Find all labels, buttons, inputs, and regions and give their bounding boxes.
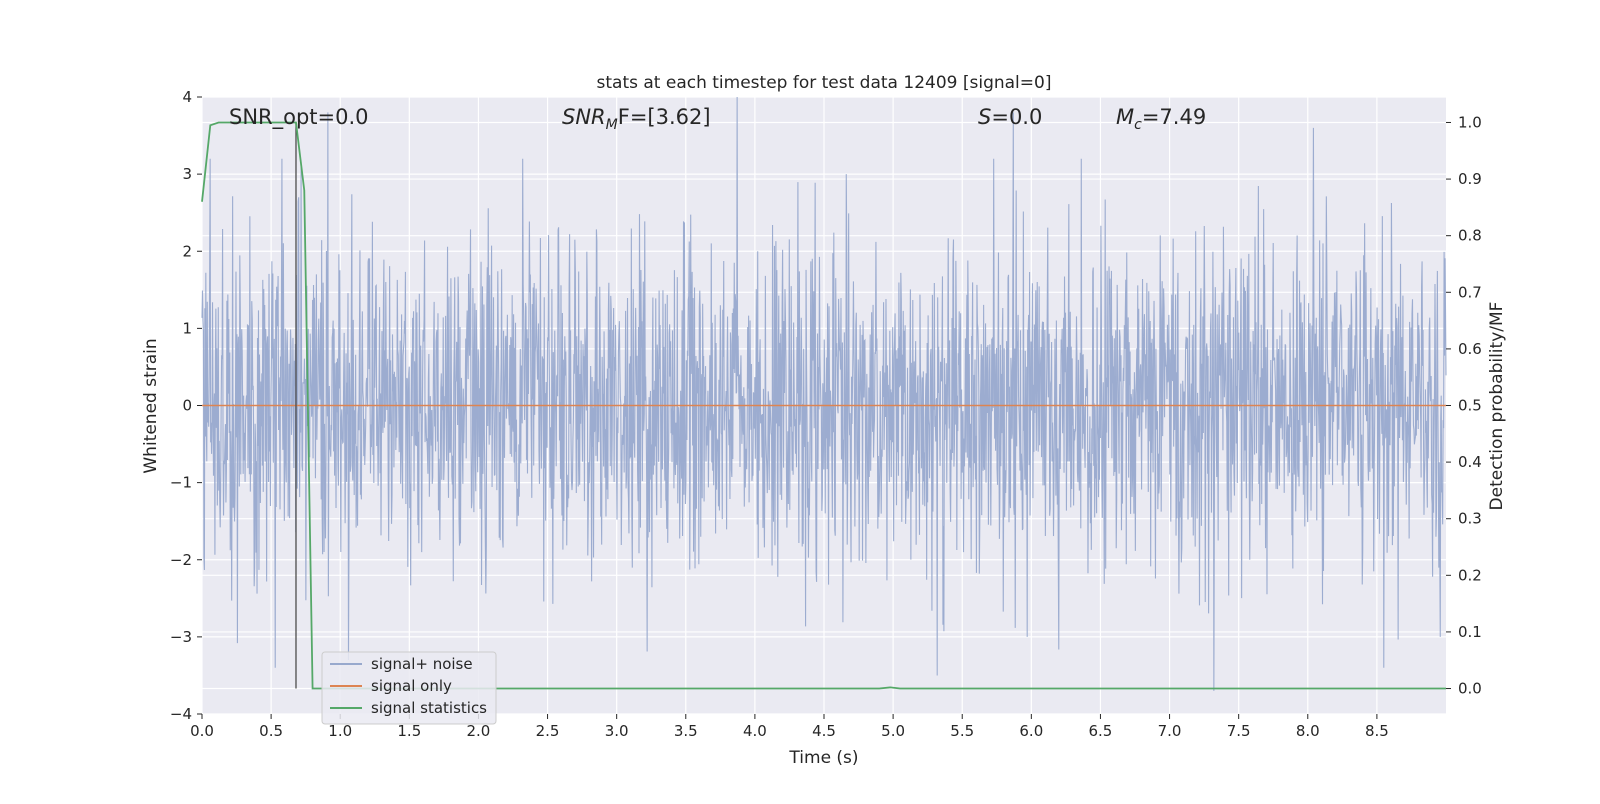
- x-tick-label: 2.0: [467, 722, 491, 740]
- annotation-s: S=0.0: [978, 105, 1042, 129]
- x-tick-label: 6.0: [1019, 722, 1043, 740]
- x-tick-label: 4.5: [812, 722, 836, 740]
- y-right-tick-label: 1.0: [1458, 113, 1482, 131]
- annotation-snr-mf: SNRMF=[3.62]: [562, 105, 711, 133]
- x-tick-label: 3.5: [674, 722, 698, 740]
- y-right-tick-label: 0.6: [1458, 340, 1482, 358]
- annotation-mc: Mc=7.49: [1116, 105, 1206, 133]
- x-axis-label: Time (s): [788, 748, 858, 768]
- legend-label-signal-noise: signal+ noise: [371, 655, 473, 673]
- y-right-tick-label: 0.4: [1458, 453, 1482, 471]
- y-axis-right-label: Detection probability/MF: [1487, 302, 1507, 511]
- series-signal-noise: [201, 96, 1447, 691]
- x-tick-label: 0.0: [190, 722, 214, 740]
- y-right-tick-label: 0.3: [1458, 510, 1482, 528]
- y-axis-ticks: 4 3 2 1 0 −1 −2 −3 −4: [170, 88, 202, 723]
- x-tick-label: 5.5: [950, 722, 974, 740]
- y-tick-label: 0: [182, 397, 192, 415]
- x-tick-label: 2.5: [536, 722, 560, 740]
- y-tick-label: −3: [170, 628, 192, 646]
- legend-box: [321, 651, 497, 725]
- x-tick-label: 1.5: [397, 722, 421, 740]
- x-tick-label: 8.5: [1365, 722, 1389, 740]
- x-tick-label: 1.0: [328, 722, 352, 740]
- x-tick-label: 6.5: [1089, 722, 1113, 740]
- annotation-snr-opt: SNR_opt=0.0: [229, 105, 369, 130]
- y-tick-label: 4: [182, 88, 192, 106]
- y-tick-label: −1: [170, 474, 192, 492]
- y-right-tick-label: 0.5: [1458, 397, 1482, 415]
- y-right-tick-label: 0.9: [1458, 170, 1482, 188]
- x-tick-label: 4.0: [743, 722, 767, 740]
- x-axis-ticks: 0.0 0.5 1.0 1.5 2.0 2.5 3.0 3.5 4.0 4.5 5.0 5.5 6.0 6…: [190, 714, 1389, 740]
- x-tick-label: 3.0: [605, 722, 629, 740]
- y-right-tick-label: 0.0: [1458, 680, 1482, 698]
- x-tick-label: 0.5: [259, 722, 283, 740]
- y-right-tick-label: 0.8: [1458, 227, 1482, 245]
- y-tick-label: −2: [170, 551, 192, 569]
- x-tick-label: 8.0: [1296, 722, 1320, 740]
- y-tick-label: 1: [182, 319, 192, 337]
- x-tick-label: 5.0: [881, 722, 905, 740]
- x-tick-label: 7.5: [1227, 722, 1251, 740]
- legend-label-signal-only: signal only: [371, 677, 452, 695]
- y-tick-label: 2: [182, 242, 192, 260]
- y-axis-right-ticks: 1.0 0.9 0.8 0.7 0.6 0.5 0.4 0.3 0.2 0.1 0.0: [1446, 113, 1482, 698]
- y-right-tick-label: 0.2: [1458, 566, 1482, 584]
- y-right-tick-label: 0.7: [1458, 283, 1482, 301]
- legend-label-signal-statistics: signal statistics: [371, 699, 487, 717]
- y-tick-label: −4: [170, 705, 192, 723]
- y-right-tick-label: 0.1: [1458, 623, 1482, 641]
- legend: signal+ noise signal only signal statist…: [321, 651, 497, 725]
- series-line-signal-noise: [201, 96, 1447, 691]
- y-tick-label: 3: [182, 165, 192, 183]
- y-axis-label: Whitened strain: [141, 338, 161, 473]
- x-tick-label: 7.0: [1158, 722, 1182, 740]
- chart-title: stats at each timestep for test data 124…: [597, 73, 1052, 93]
